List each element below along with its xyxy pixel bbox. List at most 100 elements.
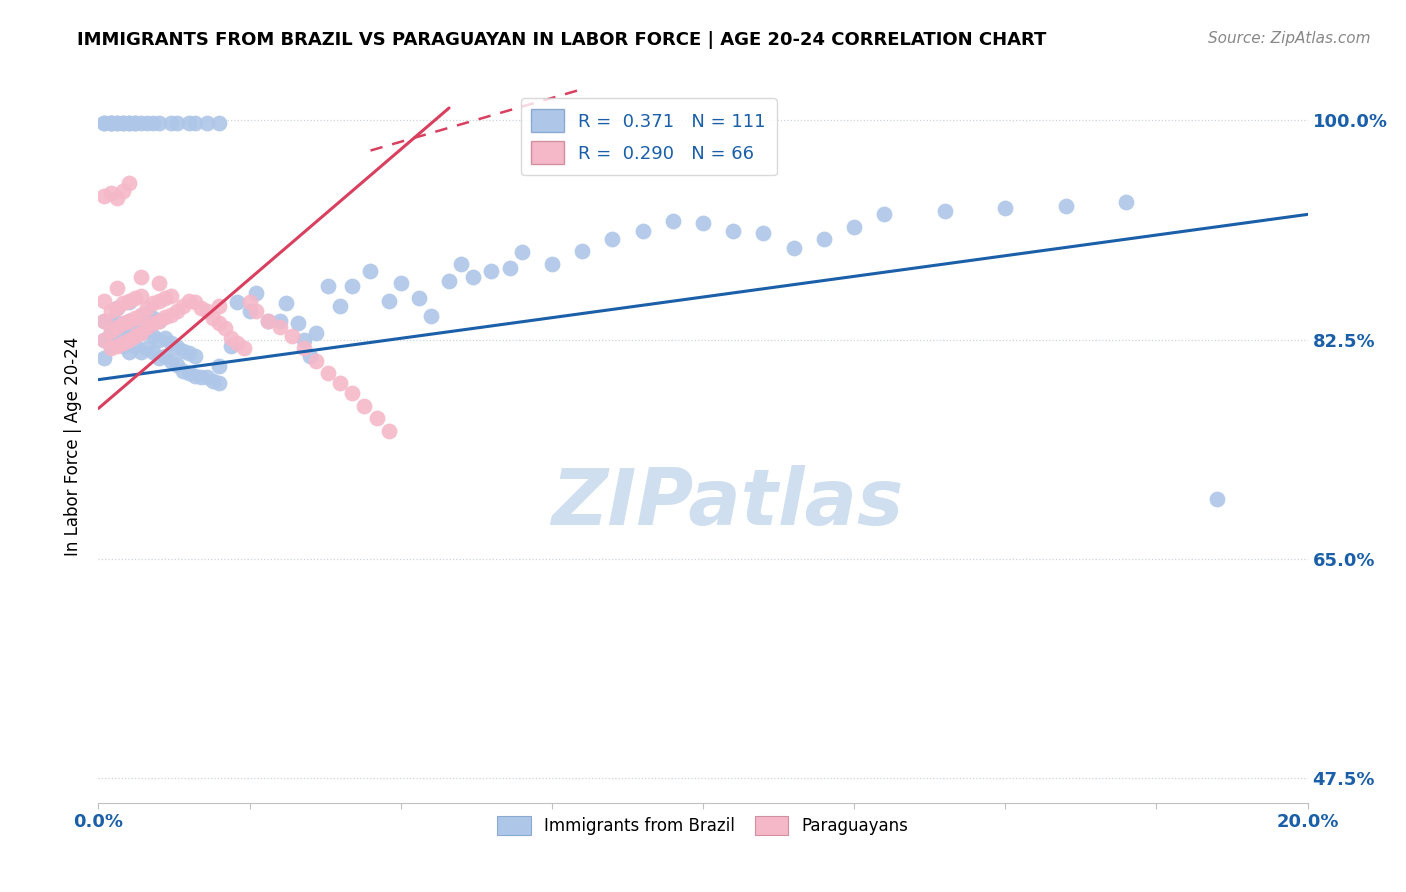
- Point: [184, 368, 207, 383]
- Point: [166, 340, 188, 354]
- Point: [172, 364, 194, 378]
- Point: [450, 257, 472, 271]
- Point: [100, 116, 122, 130]
- Point: [135, 342, 157, 356]
- Point: [129, 326, 152, 341]
- Point: [498, 261, 520, 276]
- Point: [105, 333, 128, 347]
- Point: [274, 296, 297, 310]
- Point: [305, 354, 328, 368]
- Point: [202, 374, 225, 388]
- Point: [93, 293, 115, 308]
- Point: [408, 291, 430, 305]
- Point: [100, 303, 122, 318]
- Point: [692, 216, 714, 230]
- Point: [844, 219, 866, 234]
- Point: [179, 116, 201, 130]
- Point: [172, 299, 194, 313]
- Point: [124, 116, 146, 130]
- Point: [179, 346, 201, 360]
- Point: [389, 277, 412, 291]
- Point: [299, 349, 322, 363]
- Point: [111, 339, 134, 353]
- Point: [602, 232, 624, 246]
- Point: [118, 176, 141, 190]
- Point: [118, 314, 141, 328]
- Point: [1206, 491, 1229, 506]
- Point: [148, 314, 170, 328]
- Point: [226, 336, 249, 351]
- Point: [221, 821, 243, 835]
- Y-axis label: In Labor Force | Age 20-24: In Labor Force | Age 20-24: [65, 336, 83, 556]
- Point: [160, 308, 183, 322]
- Point: [214, 321, 236, 335]
- Point: [571, 244, 593, 258]
- Point: [934, 203, 956, 218]
- Point: [256, 314, 278, 328]
- Point: [172, 343, 194, 358]
- Point: [256, 314, 278, 328]
- Point: [93, 333, 115, 347]
- Point: [111, 116, 134, 130]
- Point: [111, 184, 134, 198]
- Point: [195, 116, 218, 130]
- Point: [463, 270, 485, 285]
- Point: [142, 296, 165, 310]
- Point: [118, 116, 141, 130]
- Point: [111, 336, 134, 351]
- Point: [93, 314, 115, 328]
- Point: [631, 224, 654, 238]
- Point: [190, 370, 212, 384]
- Point: [148, 314, 170, 328]
- Point: [195, 303, 218, 318]
- Point: [129, 116, 152, 130]
- Point: [100, 324, 122, 338]
- Point: [208, 299, 231, 313]
- Point: [118, 328, 141, 343]
- Text: IMMIGRANTS FROM BRAZIL VS PARAGUAYAN IN LABOR FORCE | AGE 20-24 CORRELATION CHAR: IMMIGRANTS FROM BRAZIL VS PARAGUAYAN IN …: [77, 31, 1046, 49]
- Point: [1054, 199, 1077, 213]
- Point: [118, 293, 141, 308]
- Point: [105, 116, 128, 130]
- Point: [190, 301, 212, 316]
- Point: [93, 188, 115, 202]
- Point: [481, 264, 503, 278]
- Point: [245, 286, 267, 301]
- Point: [166, 358, 188, 372]
- Point: [93, 333, 115, 347]
- Point: [420, 309, 443, 323]
- Point: [118, 314, 141, 328]
- Point: [100, 339, 122, 353]
- Point: [148, 116, 170, 130]
- Point: [135, 320, 157, 334]
- Point: [105, 301, 128, 316]
- Point: [111, 116, 134, 130]
- Point: [142, 316, 165, 330]
- Point: [153, 310, 176, 324]
- Point: [135, 116, 157, 130]
- Point: [105, 281, 128, 295]
- Point: [723, 224, 745, 238]
- Point: [208, 359, 231, 373]
- Point: [124, 116, 146, 130]
- Point: [148, 333, 170, 347]
- Point: [93, 116, 115, 130]
- Point: [153, 349, 176, 363]
- Point: [287, 316, 309, 330]
- Point: [239, 295, 262, 310]
- Point: [994, 201, 1017, 215]
- Point: [142, 311, 165, 326]
- Point: [129, 309, 152, 323]
- Point: [100, 186, 122, 200]
- Point: [100, 314, 122, 328]
- Point: [329, 299, 352, 313]
- Point: [160, 336, 183, 351]
- Point: [148, 293, 170, 308]
- Point: [179, 293, 201, 308]
- Point: [166, 303, 188, 318]
- Point: [366, 411, 388, 425]
- Point: [184, 295, 207, 310]
- Point: [540, 257, 562, 271]
- Point: [221, 339, 243, 353]
- Point: [329, 376, 352, 391]
